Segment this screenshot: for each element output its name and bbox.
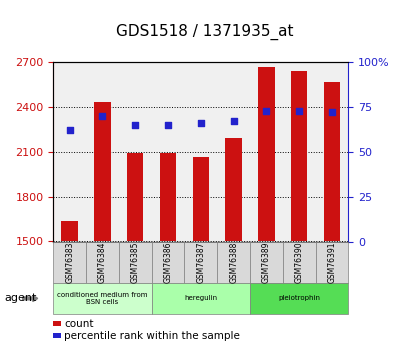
Point	[132, 122, 138, 128]
Text: GSM76387: GSM76387	[196, 241, 205, 283]
Bar	[192, 157, 209, 241]
Text: pleiotrophin: pleiotrophin	[278, 295, 319, 302]
Text: GSM76389: GSM76389	[261, 241, 270, 283]
Bar	[290, 71, 307, 242]
Text: count: count	[64, 319, 93, 329]
Point	[263, 108, 269, 113]
Text: percentile rank within the sample: percentile rank within the sample	[64, 331, 239, 341]
Text: conditioned medium from
BSN cells: conditioned medium from BSN cells	[57, 292, 147, 305]
Point	[164, 122, 171, 128]
Bar	[323, 81, 339, 242]
Point	[99, 113, 106, 119]
Text: GSM76383: GSM76383	[65, 241, 74, 283]
Bar	[258, 67, 274, 241]
Point	[230, 119, 236, 124]
Bar	[160, 153, 176, 242]
Text: GSM76385: GSM76385	[130, 241, 139, 283]
Text: GSM76388: GSM76388	[229, 241, 238, 283]
Bar	[225, 138, 241, 241]
Text: agent: agent	[4, 294, 36, 303]
Text: heregulin: heregulin	[184, 295, 217, 302]
Point	[66, 128, 73, 133]
Text: GSM76390: GSM76390	[294, 241, 303, 283]
Bar	[127, 153, 143, 242]
Bar	[61, 220, 78, 242]
Bar	[94, 102, 110, 242]
Point	[295, 108, 302, 113]
Text: GSM76386: GSM76386	[163, 241, 172, 283]
Text: GSM76391: GSM76391	[327, 241, 336, 283]
Text: GDS1518 / 1371935_at: GDS1518 / 1371935_at	[116, 24, 293, 40]
Point	[328, 110, 335, 115]
Text: GSM76384: GSM76384	[98, 241, 107, 283]
Point	[197, 120, 204, 126]
